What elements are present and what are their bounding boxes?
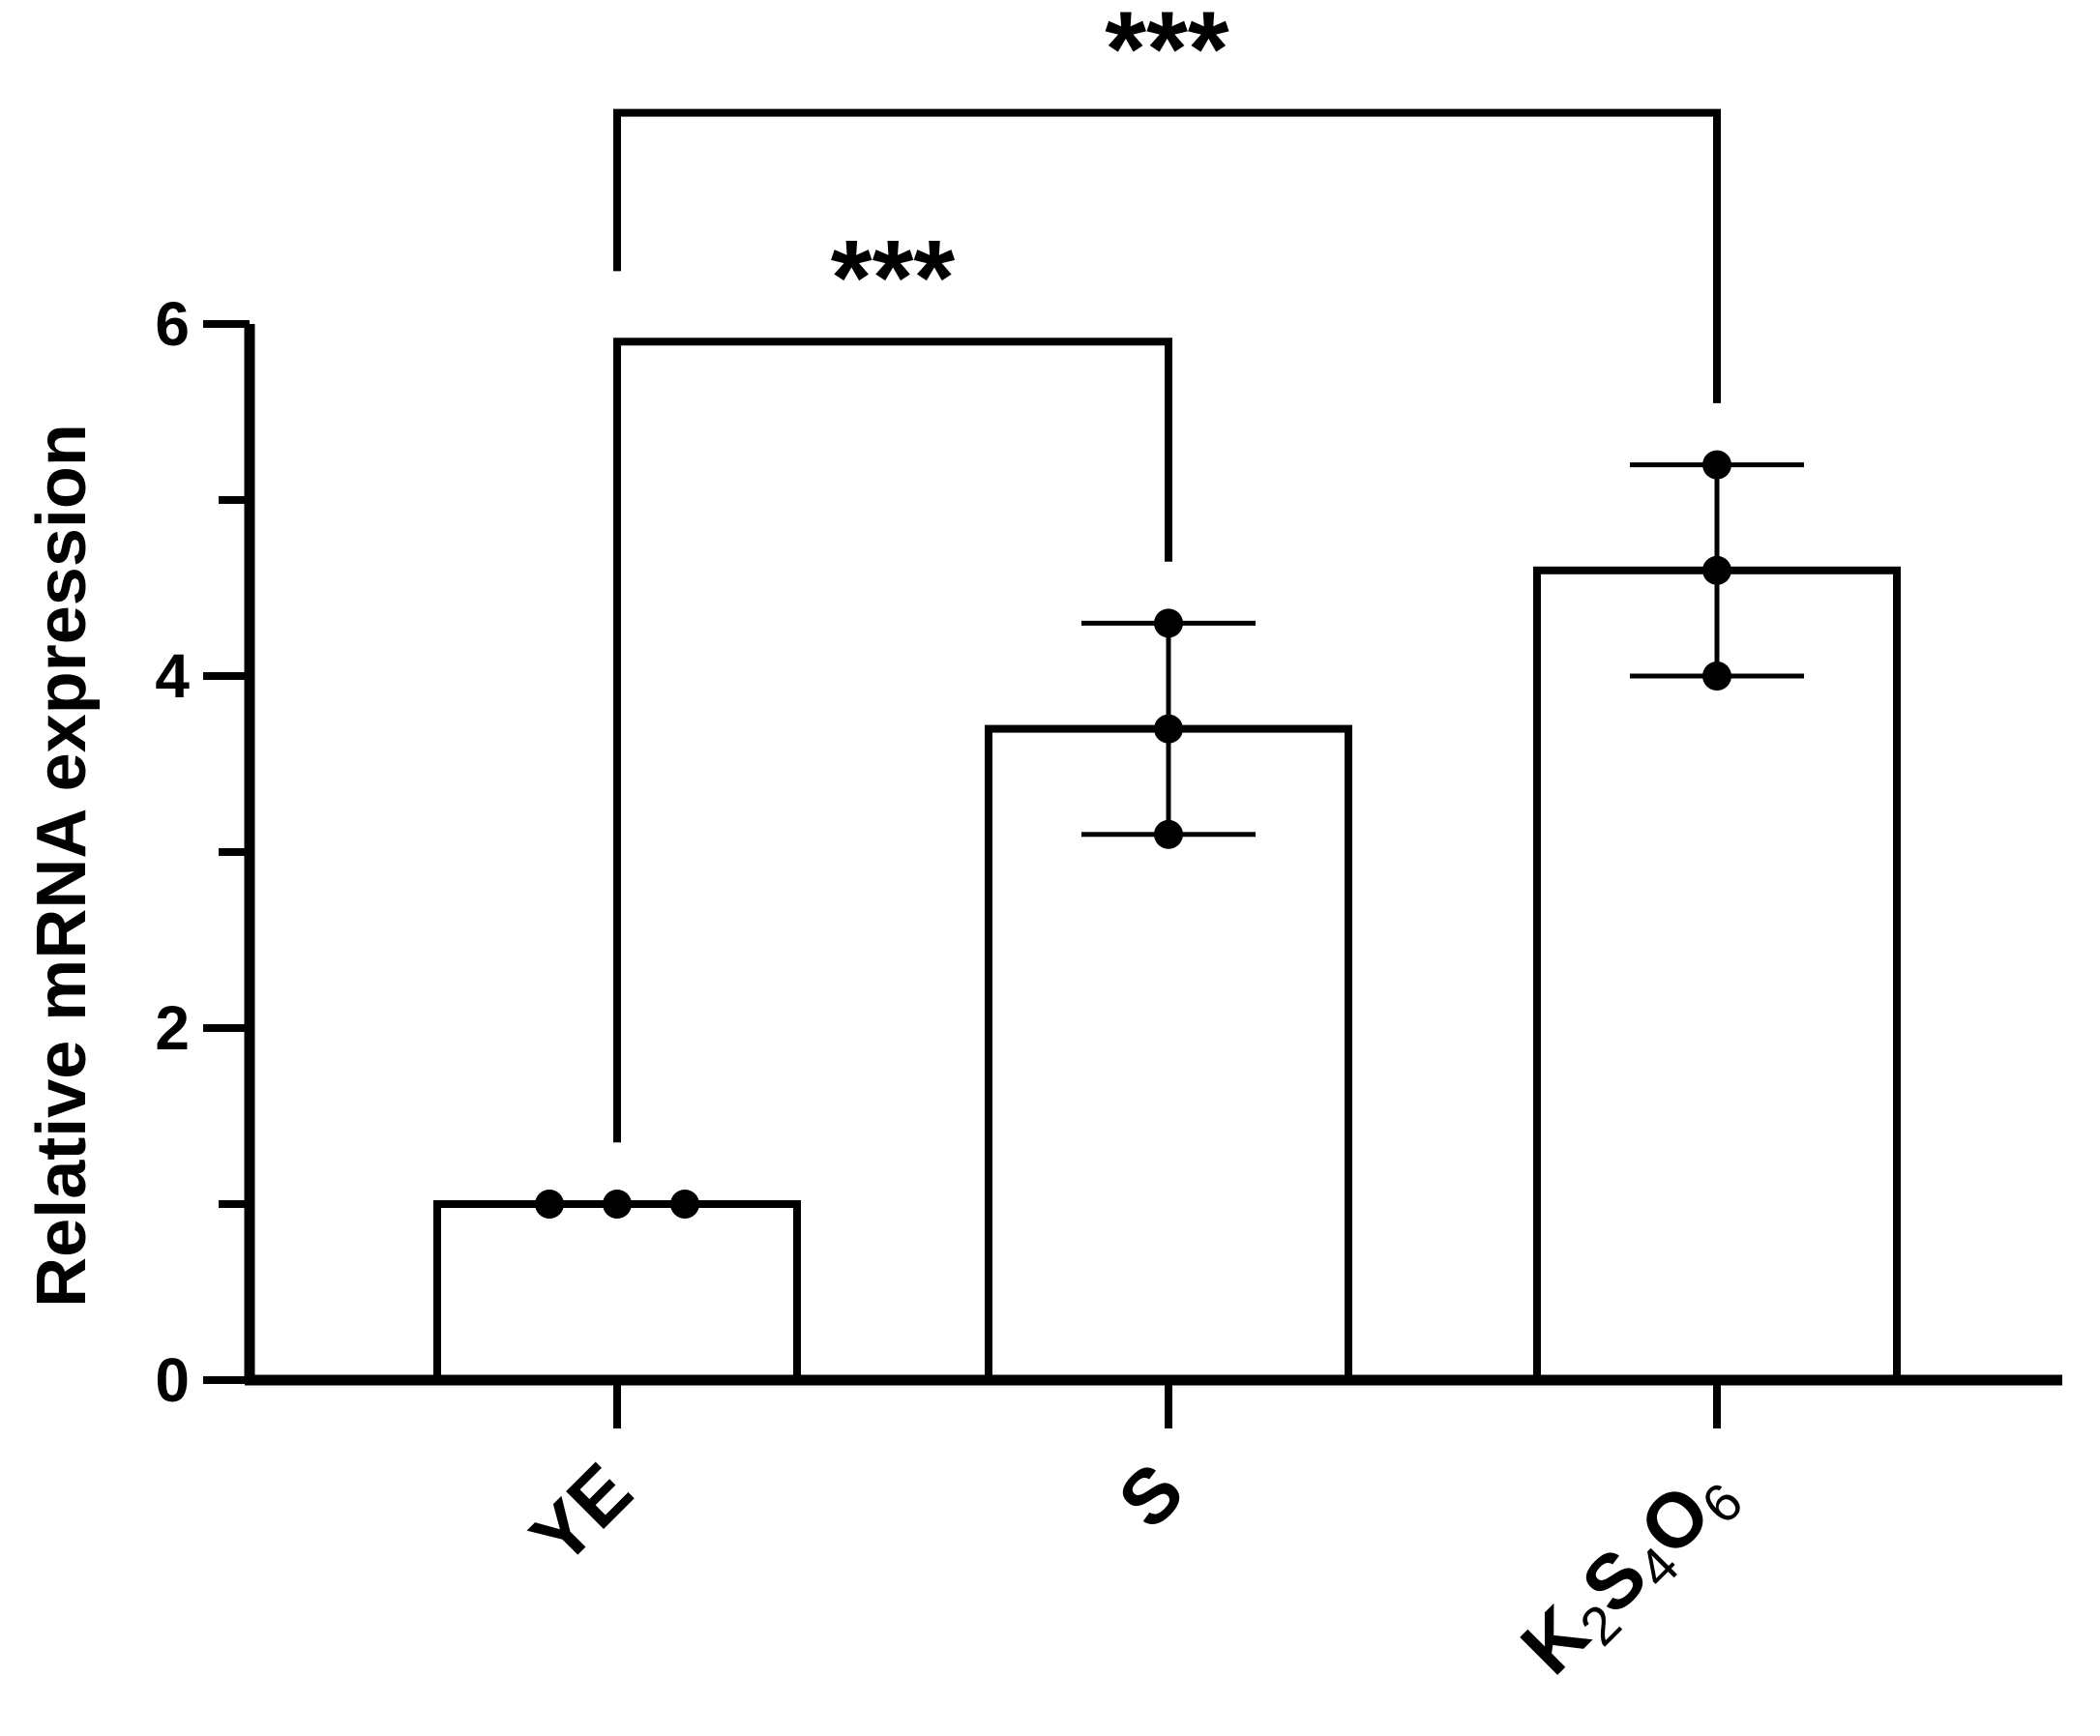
- data-point-1-2: [1154, 608, 1183, 638]
- y-tick-label-0: 0: [155, 1345, 190, 1415]
- data-point-1-0: [1154, 819, 1183, 849]
- significance-bracket-0: [613, 338, 1172, 1143]
- significance-bracket-1: [613, 108, 1721, 403]
- y-tick-label-4: 4: [155, 641, 190, 711]
- x-tick-label-1: S: [1102, 1447, 1199, 1545]
- x-tick-label-0: YE: [515, 1447, 648, 1580]
- significance-label-1: ***: [1105, 0, 1229, 109]
- bar-0: [433, 1200, 801, 1384]
- data-point-0-1: [603, 1190, 632, 1219]
- data-point-0-0: [535, 1190, 564, 1219]
- significance-layer: *** ***: [613, 0, 1721, 1143]
- data-point-0-2: [670, 1190, 699, 1219]
- y-axis-label: Relative mRNA expression: [23, 424, 101, 1308]
- data-point-2-1: [1702, 555, 1731, 585]
- significance-label-0: ***: [831, 219, 956, 338]
- y-tick-label-6: 6: [155, 289, 190, 359]
- y-tick-label-2: 2: [155, 993, 190, 1063]
- bar-2: [1533, 566, 1901, 1384]
- points-layer: [535, 450, 1731, 1219]
- data-point-2-2: [1702, 450, 1731, 480]
- x-tick-label-2: K2S4O6: [1504, 1447, 1754, 1696]
- data-point-1-1: [1154, 714, 1183, 744]
- data-point-2-0: [1702, 662, 1731, 691]
